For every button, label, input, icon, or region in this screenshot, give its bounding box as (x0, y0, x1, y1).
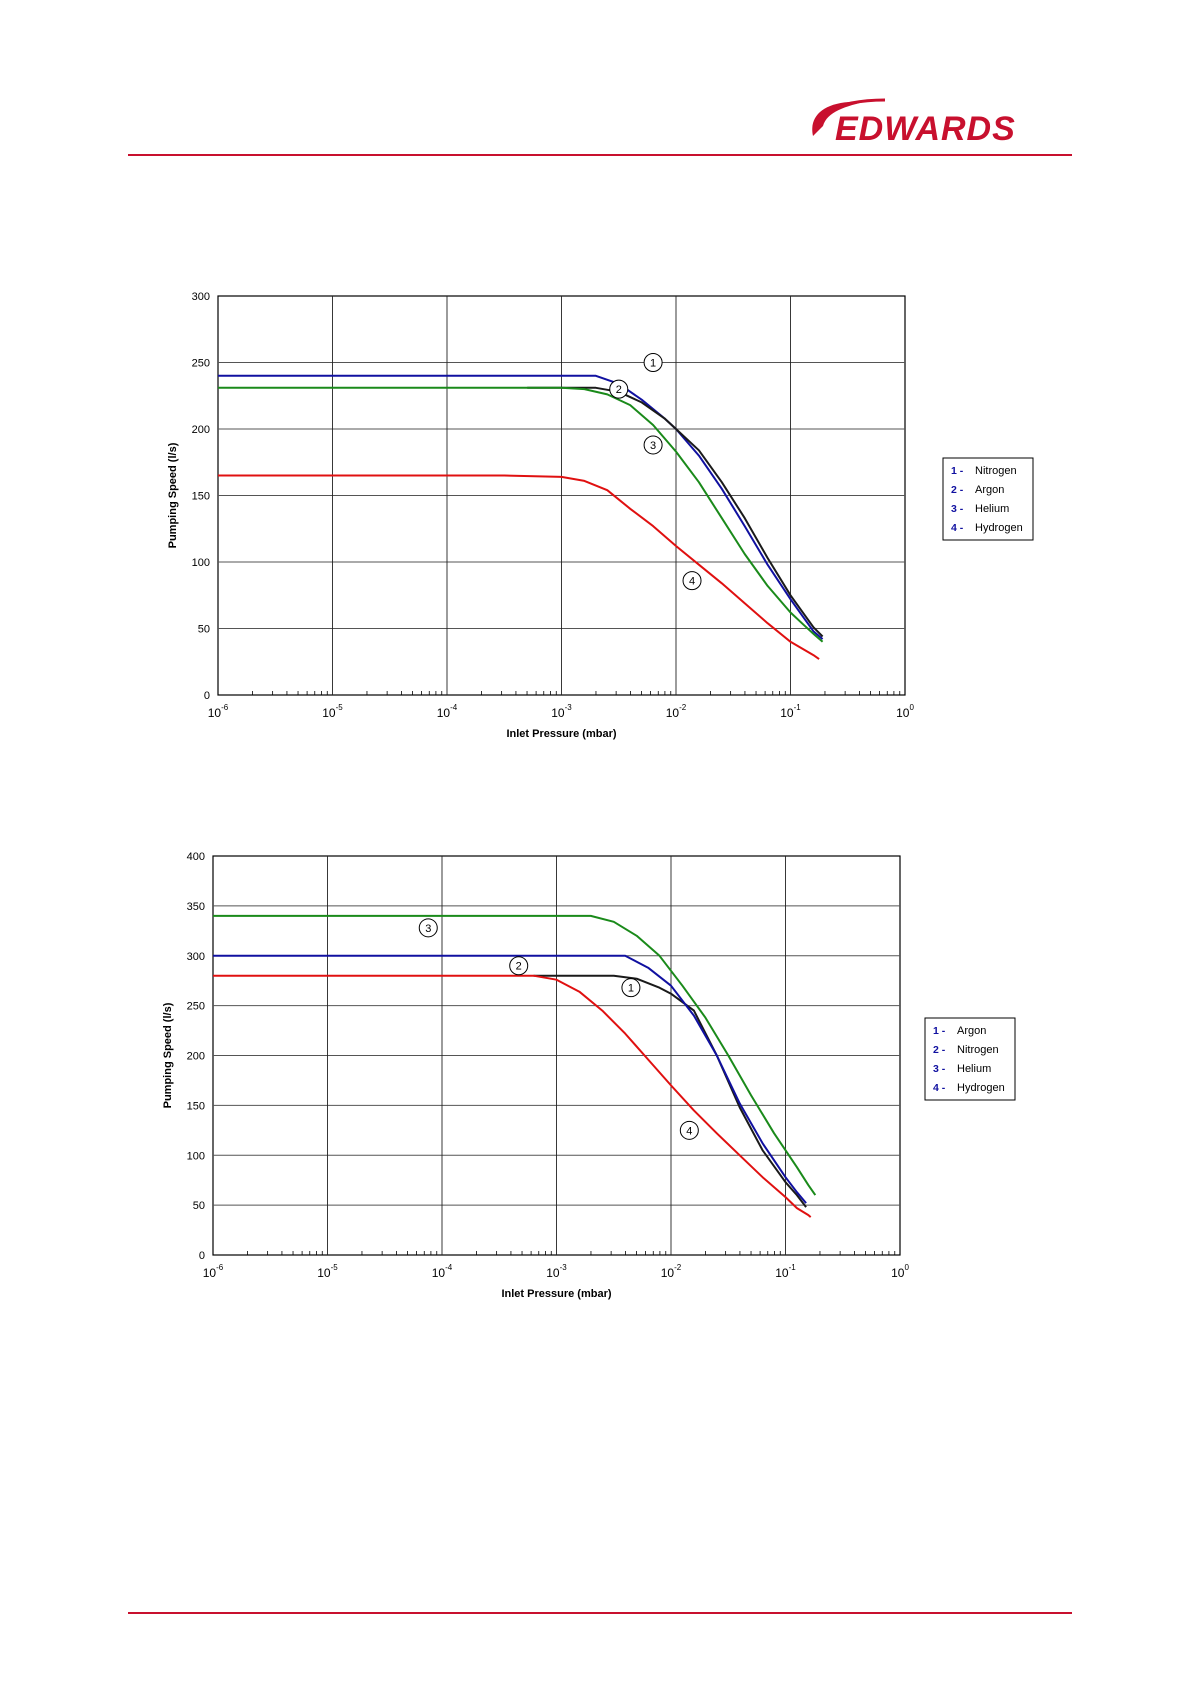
x-tick-label: 10-6 (208, 703, 229, 720)
callout-label: 2 (516, 961, 522, 973)
x-tick-label: 100 (896, 703, 914, 720)
series-line-nitrogen (213, 954, 807, 1204)
callout-label: 2 (616, 384, 622, 396)
legend-entry-nitrogen: Nitrogen (975, 465, 1017, 477)
x-tick-label: 10-5 (317, 1263, 338, 1280)
callout-circle (682, 571, 702, 591)
edwards-logo-mark: EDWARDS (812, 98, 1016, 148)
y-axis-label: Pumping Speed (l/s) (167, 442, 179, 548)
x-tick-label: 10-3 (546, 1263, 567, 1280)
x-tick-label: 10-1 (775, 1263, 796, 1280)
callout-label: 4 (686, 1125, 692, 1137)
x-tick-label: 10-4 (432, 1263, 453, 1280)
legend-entry-helium: Helium (975, 503, 1009, 515)
y-tick-label: 200 (192, 424, 210, 436)
y-tick-label: 100 (187, 1150, 205, 1162)
legend-number: 1 - (951, 465, 964, 477)
callout-circle (621, 978, 641, 998)
y-tick-label: 0 (199, 1250, 205, 1262)
y-tick-label: 200 (187, 1051, 205, 1063)
x-tick-label: 100 (891, 1263, 909, 1280)
legend-entry-hydrogen: Hydrogen (975, 522, 1023, 534)
legend-box (942, 457, 1034, 541)
x-tick-label: 10-2 (661, 1263, 682, 1280)
pumping-speed-chart-2: 0 50 100 150 200 250 300 350 400 10-6 10-5 10-4 10-3… (0, 840, 1190, 1320)
callout-circle (509, 956, 529, 976)
legend-number: 2 - (951, 484, 964, 496)
pumping-speed-chart-1: 0 50 100 150 200 250 300 10-6 10-5 10-4 10-3 10-2 10… (0, 280, 1190, 760)
y-tick-label: 350 (187, 901, 205, 913)
y-tick-label: 250 (187, 1001, 205, 1013)
callout-circle (418, 918, 438, 938)
series-line-hydrogen (218, 474, 820, 660)
y-tick-label: 50 (198, 624, 210, 636)
callout-circle (609, 379, 629, 399)
series-line-helium (213, 914, 817, 1196)
y-tick-label: 250 (192, 358, 210, 370)
series-line-nitrogen (218, 374, 824, 640)
legend-number: 4 - (933, 1082, 946, 1094)
legend-entry-argon: Argon (975, 484, 1004, 496)
chart-1-svg: 0 50 100 150 200 250 300 10-6 10-5 10-4 10-3 10-2 10… (167, 291, 1034, 740)
y-tick-label: 400 (187, 851, 205, 863)
y-axis-label: Pumping Speed (l/s) (162, 1002, 174, 1108)
callout-circle (643, 353, 663, 372)
y-tick-label: 300 (192, 291, 210, 303)
y-tick-label: 300 (187, 951, 205, 963)
legend-number: 2 - (933, 1044, 946, 1056)
chart-2-svg: 0 50 100 150 200 250 300 350 400 10-6 10-5 10-4 10-3… (162, 851, 1016, 1300)
y-tick-label: 150 (187, 1100, 205, 1112)
x-tick-label: 10-1 (780, 703, 801, 720)
edwards-logo: EDWARDS (805, 96, 1075, 148)
x-axis-label: Inlet Pressure (mbar) (501, 1288, 611, 1300)
legend-number: 3 - (933, 1063, 946, 1075)
x-axis-label: Inlet Pressure (mbar) (506, 728, 616, 740)
callout-circle (679, 1120, 699, 1140)
legend-entry-nitrogen: Nitrogen (957, 1044, 999, 1056)
x-tick-label: 10-2 (666, 703, 687, 720)
x-tick-label: 10-5 (322, 703, 343, 720)
x-tick-label: 10-3 (551, 703, 572, 720)
y-tick-label: 100 (192, 557, 210, 569)
header-rule (128, 154, 1072, 156)
legend-number: 3 - (951, 503, 964, 515)
y-tick-label: 50 (193, 1200, 205, 1212)
series-line-hydrogen (213, 974, 812, 1218)
series-line-helium (218, 386, 824, 643)
legend-number: 1 - (933, 1025, 946, 1037)
legend-entry-argon: Argon (957, 1025, 986, 1037)
legend-box (924, 1017, 1016, 1101)
callout-label: 1 (628, 983, 634, 995)
series-line-argon (533, 974, 807, 1208)
callout-label: 3 (650, 440, 656, 452)
y-tick-label: 150 (192, 491, 210, 503)
legend-entry-helium: Helium (957, 1063, 991, 1075)
x-tick-label: 10-4 (437, 703, 458, 720)
legend-entry-hydrogen: Hydrogen (957, 1082, 1005, 1094)
callout-circle (643, 435, 663, 455)
callout-label: 3 (425, 923, 431, 935)
callout-label: 4 (689, 576, 695, 588)
brand-wordmark: EDWARDS (835, 110, 1016, 146)
callout-label: 1 (650, 358, 656, 370)
x-tick-label: 10-6 (203, 1263, 224, 1280)
legend-number: 4 - (951, 522, 964, 534)
footer-rule (128, 1612, 1072, 1614)
y-tick-label: 0 (204, 690, 210, 702)
